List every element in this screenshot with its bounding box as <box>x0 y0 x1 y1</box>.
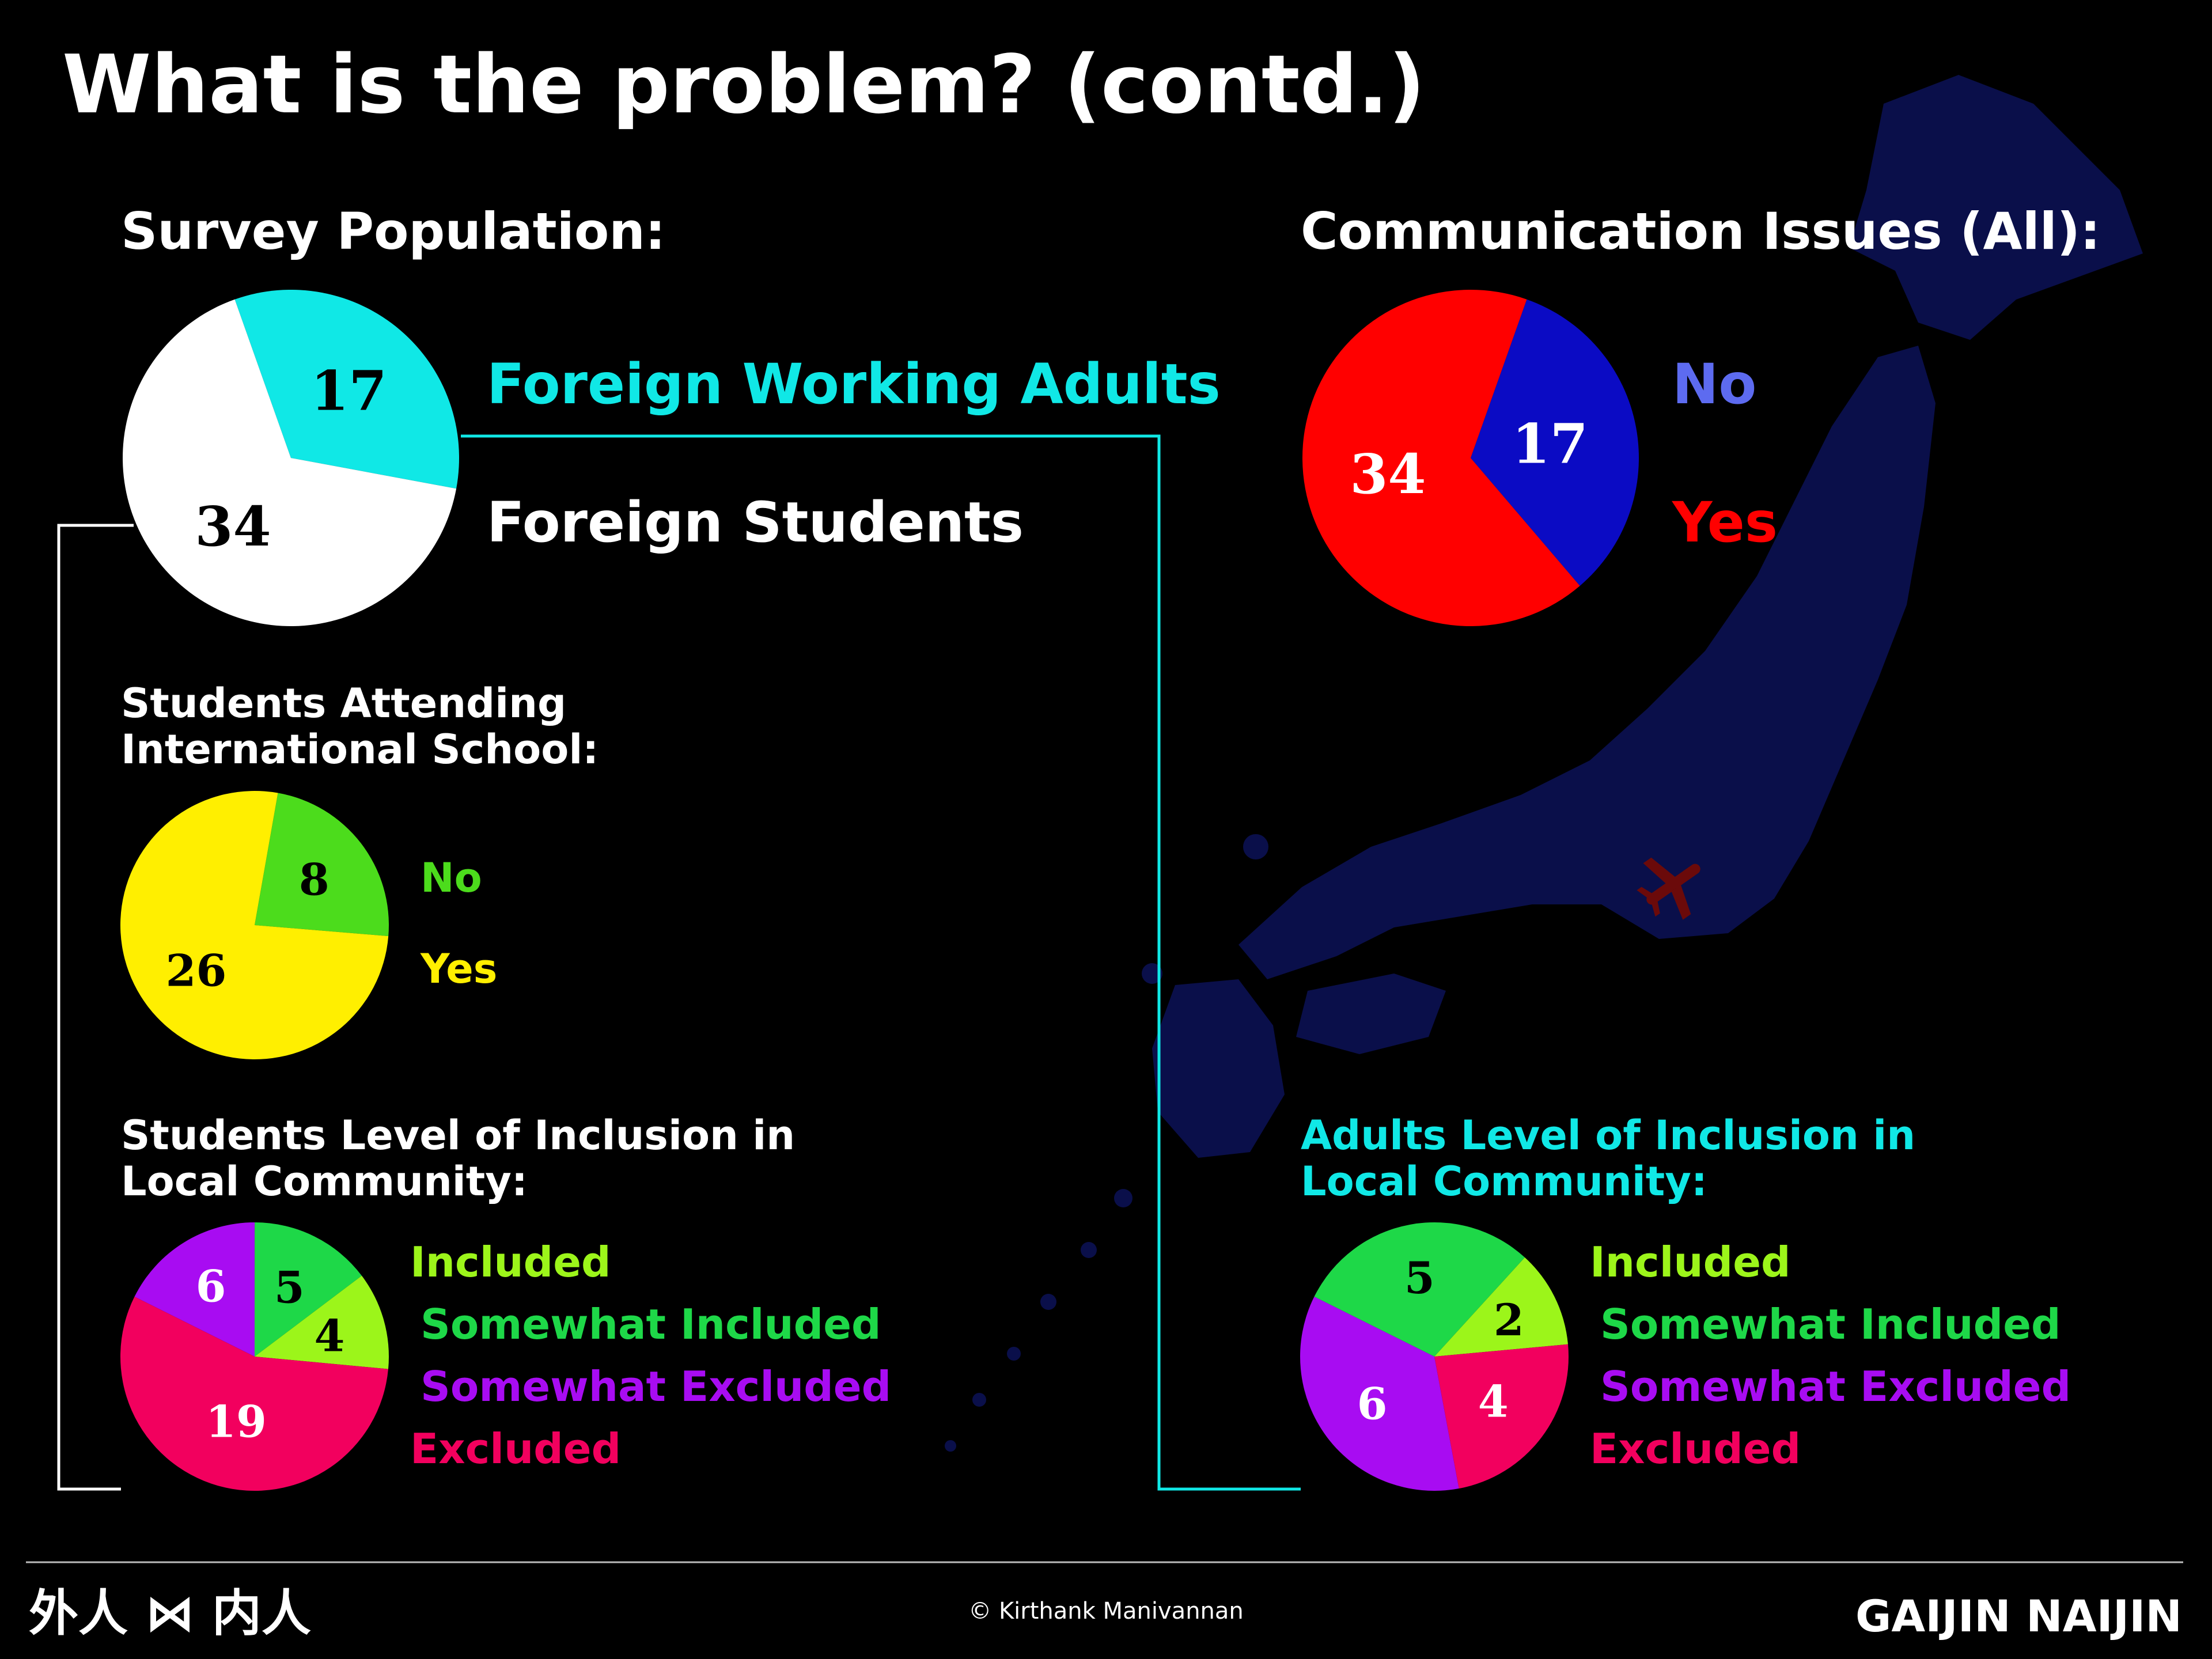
students-inclusion-slice-included <box>255 1275 389 1369</box>
students-inclusion-legend-somewhat-included: Somewhat Included <box>421 1300 881 1349</box>
intl-school-legend-yes: Yes <box>420 945 497 993</box>
adults-inclusion-slice-somewhat-included <box>1314 1222 1525 1357</box>
adults-inclusion-slice-excluded <box>1434 1344 1569 1489</box>
footer-logo-left: 外人 ⋈ 内人 <box>29 1585 311 1642</box>
island-shape <box>1142 963 1162 984</box>
students-inclusion-chart-title-line-2: Local Community: <box>121 1158 528 1205</box>
legends: Foreign Working Adults Foreign Students No… <box>410 352 2071 1473</box>
communication-chart-title: Communication Issues (All): <box>1301 202 2100 261</box>
students-inclusion-legend-somewhat-excluded: Somewhat Excluded <box>421 1362 891 1411</box>
students-inclusion-slice-somewhat-included <box>255 1222 362 1357</box>
hokkaido-shape <box>1849 75 2143 340</box>
intl-school-chart-title-line-1: Students Attending <box>121 680 566 727</box>
communication-value-label-yes: 34 <box>1350 442 1426 506</box>
communication-slice-no <box>1471 299 1639 586</box>
adults-inclusion-chart-title-line-1: Adults Level of Inclusion in <box>1301 1112 1915 1159</box>
adults-inclusion-legend-included: Included <box>1590 1238 1791 1286</box>
students-inclusion-value-label-somewhat-excluded: 6 <box>196 1260 226 1312</box>
adults-inclusion-pie: 5 2 4 6 <box>1300 1222 1569 1491</box>
island-shape <box>972 1393 986 1407</box>
island-shape <box>1040 1294 1056 1310</box>
students-inclusion-chart-title-line-1: Students Level of Inclusion in <box>121 1112 795 1159</box>
intl-school-legend-no: No <box>421 854 482 902</box>
adults-inclusion-value-label-excluded: 4 <box>1478 1376 1509 1427</box>
page-title: What is the problem? (contd.) <box>62 38 1425 132</box>
students-inclusion-legend-excluded: Excluded <box>410 1425 621 1473</box>
students-inclusion-pie: 6 54 19 <box>120 1222 389 1491</box>
intl-school-value-label-yes: 26 <box>166 945 227 997</box>
survey-legend-foreign-students: Foreign Students <box>487 490 1024 555</box>
communication-value-label-no: 17 <box>1512 412 1588 476</box>
intl-school-slice-no <box>255 793 389 937</box>
adults-inclusion-legend-somewhat-excluded: Somewhat Excluded <box>1600 1362 2071 1411</box>
communication-legend-no: No <box>1672 352 1756 416</box>
adults-inclusion-value-label-included: 2 <box>1494 1294 1524 1346</box>
island-shape <box>1114 1189 1132 1207</box>
students-connector-line <box>57 524 134 1491</box>
survey-chart-title: Survey Population: <box>121 202 665 261</box>
shikoku-shape <box>1296 974 1446 1054</box>
survey-value-label-foreign-working-adults: 17 <box>310 359 387 423</box>
kyushu-shape <box>1152 979 1285 1158</box>
adults-connector-line <box>461 434 1301 1491</box>
students-inclusion-value-label-included: 4 <box>315 1310 345 1361</box>
adults-inclusion-value-label-somewhat-included: 5 <box>1404 1252 1435 1304</box>
adults-inclusion-legend-excluded: Excluded <box>1590 1425 1801 1473</box>
japan-map-icon <box>945 75 2143 1452</box>
intl-school-pie: 8 26 <box>120 791 389 1060</box>
footer-credit: © Kirthank Manivannan <box>968 1598 1244 1624</box>
island-shape <box>1081 1242 1097 1258</box>
survey-slice-foreign-students <box>122 299 457 626</box>
students-inclusion-slice-somewhat-excluded <box>134 1222 255 1357</box>
adults-inclusion-chart-title-line-2: Local Community: <box>1301 1158 1707 1205</box>
survey-slice-foreign-working-adults <box>234 289 459 489</box>
airplane-icon <box>1637 857 1700 920</box>
footer-brand: GAIJIN NAIJIN <box>1855 1590 2182 1642</box>
adults-inclusion-value-label-somewhat-excluded: 6 <box>1357 1378 1388 1430</box>
students-inclusion-value-label-excluded: 19 <box>206 1396 267 1447</box>
intl-school-value-label-no: 8 <box>299 854 329 906</box>
survey-legend-foreign-working-adults: Foreign Working Adults <box>487 352 1221 416</box>
communication-legend-yes: Yes <box>1672 490 1778 555</box>
intl-school-chart-title-line-2: International School: <box>121 726 599 773</box>
adults-inclusion-slice-somewhat-excluded <box>1300 1297 1459 1491</box>
island-shape <box>945 1440 956 1452</box>
students-inclusion-slice-excluded <box>120 1297 388 1491</box>
communication-slice-yes <box>1302 289 1580 626</box>
adults-inclusion-legend-somewhat-included: Somewhat Included <box>1600 1300 2061 1349</box>
intl-school-slice-yes <box>120 791 389 1060</box>
island-shape <box>1243 834 1268 859</box>
honshu-shape <box>1238 346 1936 979</box>
island-shape <box>1007 1347 1021 1361</box>
survey-value-label-foreign-students: 34 <box>195 495 271 559</box>
adults-inclusion-slice-included <box>1434 1257 1569 1357</box>
students-inclusion-legend-included: Included <box>410 1238 611 1286</box>
students-inclusion-value-label-somewhat-included: 5 <box>274 1262 305 1313</box>
